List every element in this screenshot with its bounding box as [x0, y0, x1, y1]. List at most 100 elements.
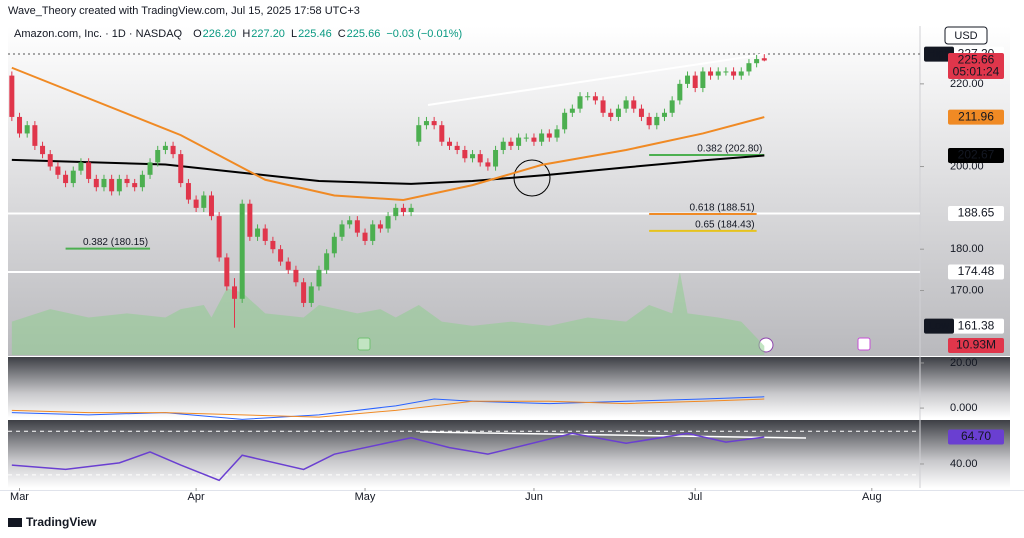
fib-label: 0.618 (188.51)	[690, 203, 755, 214]
candle-body	[439, 125, 445, 142]
candle-body	[101, 178, 107, 188]
price-badge	[948, 318, 1004, 334]
credit: Wave_Theory created with TradingView.com…	[8, 5, 360, 17]
candle-body	[477, 154, 483, 163]
candle-body	[516, 137, 522, 146]
price-tag-label: High	[928, 48, 951, 60]
x-tick-label: Aug	[862, 491, 882, 503]
candle-body	[32, 125, 38, 146]
quote-close-tag: C	[338, 28, 346, 40]
candle-body	[546, 133, 552, 138]
price-badge	[948, 52, 1004, 79]
candle-body	[731, 71, 737, 76]
rsi-badge-label: 64.70	[961, 429, 991, 443]
candle-body	[454, 145, 460, 150]
volume-badge-label: 10.93M	[956, 338, 996, 352]
rsi-badge	[948, 429, 1004, 445]
candle-body	[270, 240, 276, 250]
candle-body	[178, 154, 184, 184]
candle-body	[393, 207, 399, 217]
y-tick-label: 180.00	[950, 243, 984, 255]
macd-pane	[8, 357, 1010, 418]
candle-body	[40, 145, 46, 155]
candle-body	[109, 178, 115, 192]
candle-body	[354, 220, 360, 233]
currency-button[interactable]	[944, 26, 988, 45]
candle-body	[162, 145, 168, 150]
currency[interactable]: USD	[954, 30, 977, 42]
candle-body	[754, 59, 760, 64]
candle-body	[623, 100, 629, 109]
candle-body	[539, 133, 545, 142]
candle-body	[746, 63, 752, 72]
candle-body	[232, 286, 238, 299]
candle-body	[70, 170, 76, 184]
candle-body	[708, 71, 714, 76]
y-tick-label: 170.00	[950, 284, 984, 296]
quote: O226.20 H227.20 L225.46 C225.66 −0.03 (−0.01…	[193, 28, 462, 40]
fib-label: 0.382 (180.15)	[83, 237, 148, 248]
candle-body	[446, 141, 452, 146]
fib-label: 0.382 (202.80)	[697, 144, 762, 155]
candle-body	[324, 253, 330, 270]
candle-body	[255, 228, 261, 237]
quote-low-tag: L	[291, 28, 297, 40]
rsi-pane	[8, 420, 1010, 488]
candle-body	[669, 100, 675, 113]
quote-open: 226.20	[203, 28, 237, 40]
candle-body	[155, 149, 161, 163]
time-axis-border	[0, 490, 1024, 491]
candle-body	[208, 195, 214, 217]
earnings-icon[interactable]	[857, 337, 871, 351]
candle-body	[761, 58, 767, 61]
candle-body	[24, 125, 30, 134]
candle-body	[523, 137, 529, 139]
candle-body	[408, 207, 414, 212]
fib-label: 0.65 (184.43)	[695, 220, 755, 231]
y-tick-label: 220.00	[950, 78, 984, 90]
candle-body	[285, 261, 291, 270]
price-badge	[948, 205, 1004, 221]
candle-body	[55, 166, 61, 175]
candle-body	[416, 125, 422, 142]
candle-body	[17, 116, 23, 134]
x-tick-label: Apr	[188, 491, 205, 503]
price-badge-label: 202.67	[958, 148, 995, 162]
candle-body	[569, 108, 575, 113]
candle-body	[485, 162, 491, 167]
candle-body	[431, 121, 437, 126]
candle-body	[615, 108, 621, 117]
candle-body	[278, 249, 284, 262]
price-badge-label: 161.38	[958, 318, 995, 332]
price-badge	[948, 264, 1004, 280]
candle-body	[262, 228, 268, 241]
price-badge-label: 174.48	[958, 264, 995, 278]
candle-body	[139, 174, 145, 188]
candle-body	[362, 232, 368, 241]
candle-body	[462, 149, 468, 159]
candle-body	[700, 71, 706, 88]
candle-body	[508, 141, 514, 146]
candle-body	[247, 203, 253, 237]
candle-body	[592, 96, 598, 101]
candle-body	[738, 71, 744, 76]
moving-average	[11, 154, 765, 185]
candle-body	[78, 162, 84, 171]
candle-body	[631, 100, 637, 109]
candle-body	[377, 224, 383, 229]
price-badge	[948, 109, 1004, 125]
moving-average	[11, 66, 765, 202]
candle-body	[638, 108, 644, 117]
macd-line	[11, 398, 765, 418]
x-tick-label: Jul	[688, 491, 702, 503]
volume-badge	[948, 338, 1004, 353]
candle-body	[224, 257, 230, 287]
quote-high-tag: H	[242, 28, 250, 40]
candle-body	[47, 154, 53, 167]
candle-body	[531, 137, 537, 142]
candle-body	[661, 112, 667, 117]
candle-body	[316, 269, 322, 287]
candle-body	[86, 162, 92, 179]
